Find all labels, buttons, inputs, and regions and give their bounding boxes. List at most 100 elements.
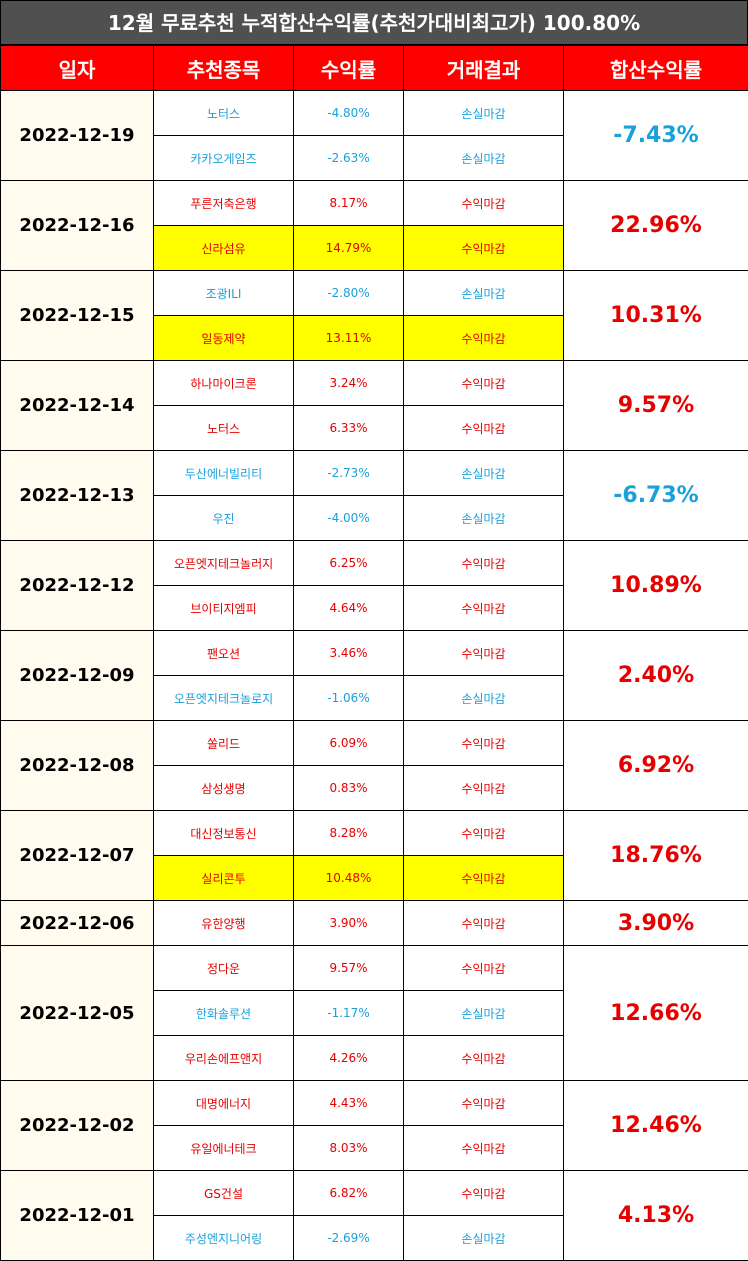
column-header: 거래결과 [403,45,564,91]
column-header: 수익률 [293,45,404,91]
column-header: 추천종목 [153,45,294,91]
stock-row: 2022-12-06 유한양행 3.90% 수익마감 3.90% [0,900,748,946]
stock-name: 팬오션 [153,630,294,676]
stock-name: 일동제약 [153,315,294,361]
date-cell: 2022-12-13 [0,450,154,541]
total-return: 3.90% [563,900,748,946]
date-cell: 2022-12-08 [0,720,154,811]
stock-name: 조광ILI [153,270,294,316]
trade-result: 수익마감 [403,1170,564,1216]
trade-result: 수익마감 [403,1035,564,1081]
trade-result: 수익마감 [403,225,564,271]
stock-name: 실리콘투 [153,855,294,901]
stock-return: 6.33% [293,405,404,451]
trade-result: 손실마감 [403,675,564,721]
stock-name: 우진 [153,495,294,541]
stock-row: 2022-12-19 노터스 -4.80% 손실마감 -7.43% [0,90,748,181]
stock-return: 6.09% [293,720,404,766]
date-cell: 2022-12-12 [0,540,154,631]
stock-row: 2022-12-05 정다운 9.57% 수익마감 12.66% [0,945,748,1081]
total-return: 2.40% [563,630,748,721]
stock-name: 주성엔지니어링 [153,1215,294,1261]
stock-name: 오픈엣지테크놀로지 [153,675,294,721]
stock-row: 우리손에프앤지 4.26% 수익마감 [1,1035,748,1081]
stock-name: 쏠리드 [153,720,294,766]
stock-return: -2.69% [293,1215,404,1261]
trade-result: 수익마감 [403,765,564,811]
total-return: 12.46% [563,1080,748,1171]
stock-name: 하나마이크론 [153,360,294,406]
stock-return: 8.17% [293,180,404,226]
stock-row: 2022-12-16 푸른저축은행 8.17% 수익마감 22.96% [0,180,748,271]
date-cell: 2022-12-19 [0,90,154,181]
stock-name: 푸른저축은행 [153,180,294,226]
stock-name: 노터스 [153,405,294,451]
stock-return: -4.00% [293,495,404,541]
stock-row: 2022-12-15 조광ILI -2.80% 손실마감 10.31% [0,270,748,361]
stock-return: 8.03% [293,1125,404,1171]
stock-row: 신라섬유 14.79% 수익마감 [1,225,748,271]
stock-row: 노터스 6.33% 수익마감 [1,405,748,451]
stock-row: 2022-12-14 하나마이크론 3.24% 수익마감 9.57% [0,360,748,451]
date-cell: 2022-12-02 [0,1080,154,1171]
stock-return: -1.17% [293,990,404,1036]
stock-return: 10.48% [293,855,404,901]
stock-return: 3.24% [293,360,404,406]
stock-return: 4.64% [293,585,404,631]
stock-return: 9.57% [293,945,404,991]
column-header: 일자 [0,45,154,91]
stock-name: 정다운 [153,945,294,991]
stock-return: 6.25% [293,540,404,586]
stock-row: 2022-12-13 두산에너빌리티 -2.73% 손실마감 -6.73% [0,450,748,541]
stock-return: 3.90% [293,900,404,946]
total-return: 10.31% [563,270,748,361]
table-body: 2022-12-19 노터스 -4.80% 손실마감 -7.43% 카카오게임즈 -2.63… [0,90,748,1261]
stock-return: -2.80% [293,270,404,316]
trade-result: 손실마감 [403,90,564,136]
date-cell: 2022-12-15 [0,270,154,361]
stock-return: 8.28% [293,810,404,856]
stock-return: 4.43% [293,1080,404,1126]
trade-result: 수익마감 [403,900,564,946]
date-cell: 2022-12-07 [0,810,154,901]
stock-return: 3.46% [293,630,404,676]
total-return: -7.43% [563,90,748,181]
stock-row: 카카오게임즈 -2.63% 손실마감 [1,135,748,181]
trade-result: 수익마감 [403,405,564,451]
total-return: 4.13% [563,1170,748,1261]
total-return: 6.92% [563,720,748,811]
stock-row: 2022-12-07 대신정보통신 8.28% 수익마감 18.76% [0,810,748,901]
stock-row: 오픈엣지테크놀로지 -1.06% 손실마감 [1,675,748,721]
stock-name: GS건설 [153,1170,294,1216]
stock-name: 우리손에프앤지 [153,1035,294,1081]
stock-return: 4.26% [293,1035,404,1081]
stock-row: 우진 -4.00% 손실마감 [1,495,748,541]
trade-result: 손실마감 [403,270,564,316]
total-return: 22.96% [563,180,748,271]
stock-row: 실리콘투 10.48% 수익마감 [1,855,748,901]
stock-row: 브이티지엠피 4.64% 수익마감 [1,585,748,631]
stock-name: 한화솔루션 [153,990,294,1036]
stock-return: 6.82% [293,1170,404,1216]
trade-result: 수익마감 [403,810,564,856]
stock-return: 0.83% [293,765,404,811]
stock-return: -2.73% [293,450,404,496]
total-return: 10.89% [563,540,748,631]
trade-result: 손실마감 [403,135,564,181]
total-return: 9.57% [563,360,748,451]
stock-return: 13.11% [293,315,404,361]
stock-name: 오픈엣지테크놀러지 [153,540,294,586]
trade-result: 수익마감 [403,855,564,901]
stock-return: -1.06% [293,675,404,721]
stock-row: 2022-12-02 대명에너지 4.43% 수익마감 12.46% [0,1080,748,1171]
returns-table: 일자 추천종목 수익률 거래결과 합산수익률 2022-12-19 노터스 -4.80% 손실… [0,45,748,1261]
stock-row: 2022-12-08 쏠리드 6.09% 수익마감 6.92% [0,720,748,811]
stock-return: 14.79% [293,225,404,271]
stock-name: 카카오게임즈 [153,135,294,181]
title-bar: 12월 무료추천 누적합산수익률(추천가대비최고가) 100.80% [0,0,748,45]
trade-result: 손실마감 [403,450,564,496]
stock-row: 2022-12-09 팬오션 3.46% 수익마감 2.40% [0,630,748,721]
header-row: 일자 추천종목 수익률 거래결과 합산수익률 [0,45,748,91]
date-cell: 2022-12-09 [0,630,154,721]
